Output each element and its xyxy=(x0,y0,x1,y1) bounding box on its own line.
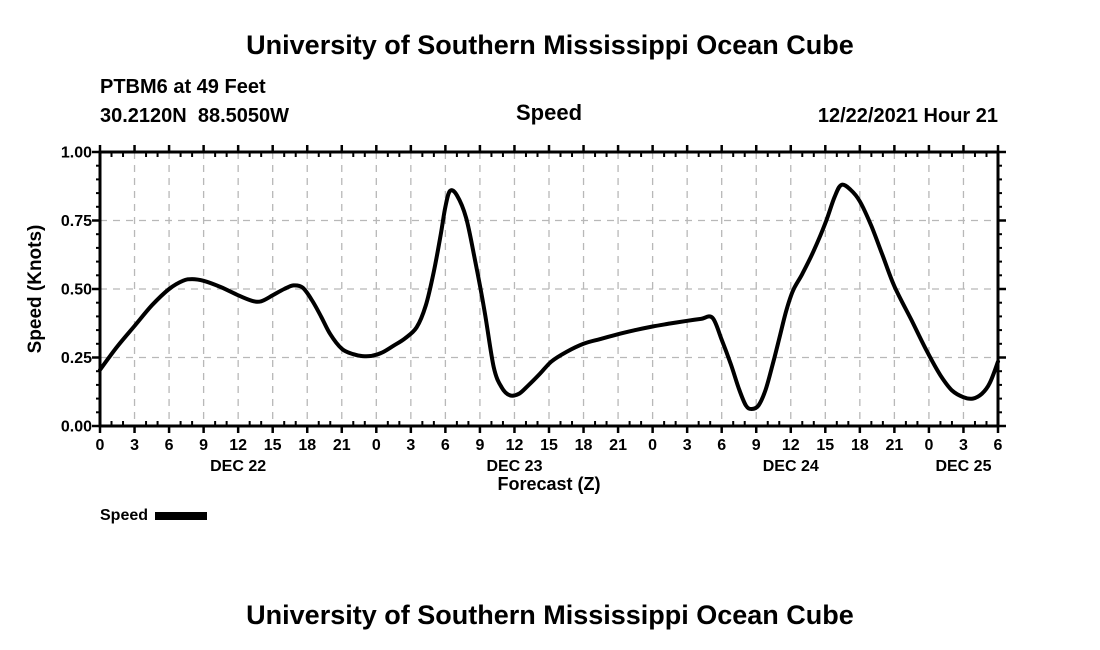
page-title: University of Southern Mississippi Ocean… xyxy=(246,30,854,60)
date-label: DEC 24 xyxy=(763,458,819,475)
station-label: PTBM6 at 49 Feet xyxy=(100,76,266,98)
x-axis-title: Forecast (Z) xyxy=(497,474,601,494)
y-tick-label: 1.00 xyxy=(61,145,92,162)
x-tick-label: 15 xyxy=(540,437,558,454)
x-tick-label: 0 xyxy=(372,437,381,454)
x-tick-label: 9 xyxy=(752,437,761,454)
x-tick-label: 6 xyxy=(717,437,726,454)
y-tick-label: 0.00 xyxy=(61,419,92,436)
x-tick-label: 9 xyxy=(475,437,484,454)
x-tick-label: 3 xyxy=(406,437,415,454)
x-tick-label: 6 xyxy=(994,437,1003,454)
x-tick-label: 18 xyxy=(575,437,593,454)
x-tick-label: 21 xyxy=(333,437,351,454)
y-tick-label: 0.25 xyxy=(61,350,92,367)
run-time-label: 12/22/2021 Hour 21 xyxy=(817,105,998,127)
x-tick-label: 6 xyxy=(165,437,174,454)
date-label: DEC 22 xyxy=(210,458,266,475)
speed-curve xyxy=(98,182,1000,411)
panel-title: Speed xyxy=(515,100,583,125)
x-tick-label: 0 xyxy=(96,437,105,454)
legend-line-swatch xyxy=(155,512,208,520)
x-tick-label: 3 xyxy=(130,437,139,454)
legend: Speed xyxy=(100,507,208,525)
x-tick-label: 18 xyxy=(851,437,869,454)
x-tick-label: 12 xyxy=(782,437,800,454)
second-page-title: University of Southern Mississippi Ocean… xyxy=(246,600,854,630)
x-tick-label: 9 xyxy=(199,437,208,454)
x-tick-label: 15 xyxy=(264,437,282,454)
date-label: DEC 25 xyxy=(935,458,991,475)
x-tick-label: 3 xyxy=(683,437,692,454)
date-label: DEC 23 xyxy=(486,458,542,475)
x-tick-label: 0 xyxy=(648,437,657,454)
x-tick-label: 18 xyxy=(298,437,316,454)
x-tick-label: 12 xyxy=(229,437,247,454)
y-tick-label: 0.75 xyxy=(61,213,92,230)
x-tick-label: 15 xyxy=(816,437,834,454)
legend-label: Speed xyxy=(100,507,149,524)
x-tick-label: 12 xyxy=(506,437,524,454)
x-tick-label: 6 xyxy=(441,437,450,454)
x-tick-label: 0 xyxy=(924,437,933,454)
x-tick-label: 21 xyxy=(609,437,627,454)
coordinates-label: 30.2120N 88.5050W xyxy=(100,105,290,127)
y-tick-label: 0.50 xyxy=(61,282,92,299)
x-tick-label: 21 xyxy=(885,437,903,454)
x-tick-label: 3 xyxy=(959,437,968,454)
